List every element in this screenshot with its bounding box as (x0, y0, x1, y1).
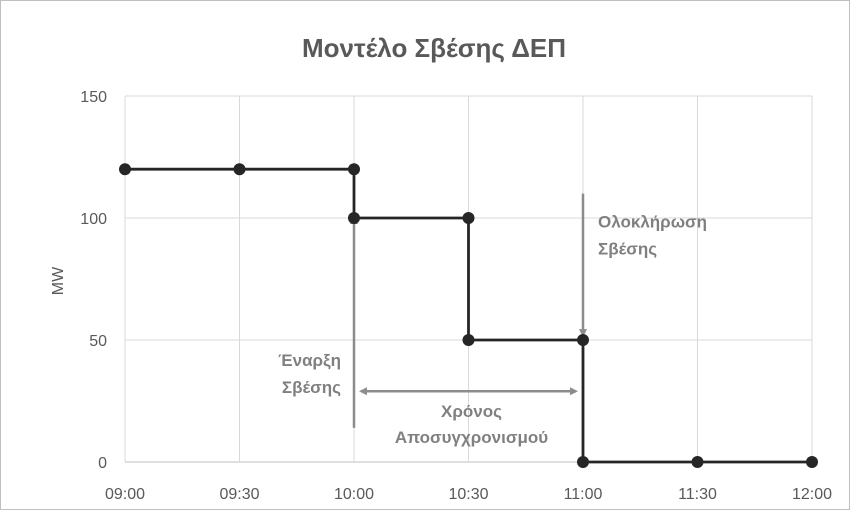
annotation-label: Σβέσης (598, 240, 657, 259)
x-tick-label: 11:00 (564, 486, 603, 503)
annotation-label: Έναρξη (278, 351, 341, 370)
data-point (119, 163, 131, 176)
annotation: Ολοκλήρωση Σβέσης (579, 193, 707, 338)
data-point (806, 456, 818, 468)
data-point (577, 334, 589, 346)
data-point (348, 163, 360, 176)
x-tick-label: 12:00 (792, 486, 832, 503)
data-point (691, 456, 704, 468)
annotation-label: Αποσυγχρονισμού (395, 428, 548, 447)
x-tick-label: 11:30 (678, 486, 717, 503)
x-tick-label: 09:30 (219, 486, 259, 503)
chart-title: Μοντέλο Σβέσης ΔΕΠ (302, 33, 566, 63)
y-tick-label: 50 (89, 333, 107, 350)
annotation-label: Χρόνος (441, 402, 502, 421)
x-tick-label: 10:00 (334, 486, 374, 503)
data-point (233, 163, 246, 176)
data-point (577, 456, 589, 468)
x-tick-layer: 09:00 09:30 10:00 10:30 11:00 11:30 12:00 (105, 486, 832, 503)
annotation: Έναρξη Σβέσης (278, 216, 358, 428)
y-tick-label: 150 (80, 89, 107, 106)
annotation-layer: Έναρξη Σβέσης Ολοκλήρωση Σβέσης Χρόνος Αποσυγ… (278, 193, 707, 447)
x-tick-label: 09:00 (105, 486, 145, 503)
y-tick-label: 100 (80, 211, 107, 228)
y-tick-layer: 0 50 100 150 (80, 89, 107, 472)
data-point (348, 212, 360, 224)
annotation: Χρόνος Αποσυγχρονισμού (359, 387, 578, 447)
y-tick-label: 0 (98, 455, 107, 472)
y-axis-label: MW (50, 266, 67, 295)
annotation-label: Σβέσης (282, 378, 341, 397)
data-point (462, 334, 475, 346)
x-tick-label: 10:30 (448, 486, 488, 503)
data-point (462, 212, 475, 224)
series-line (125, 167, 812, 464)
annotation-label: Ολοκλήρωση (598, 213, 707, 232)
series-layer (119, 163, 818, 468)
